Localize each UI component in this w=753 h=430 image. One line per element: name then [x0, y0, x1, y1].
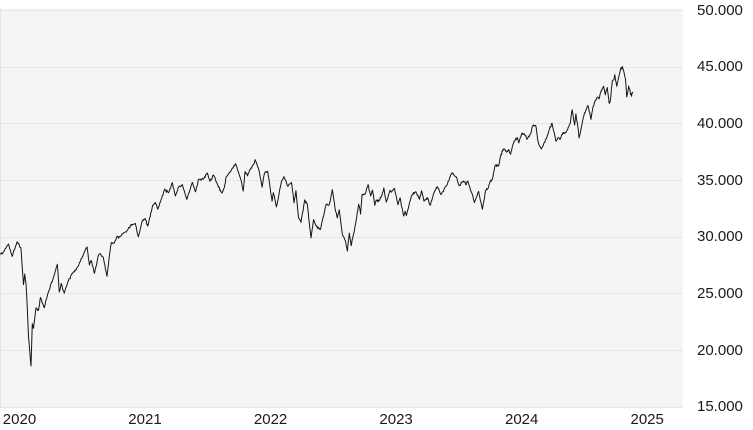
x-axis-tick-label: 2020 — [2, 411, 37, 428]
y-axis-tick-label: 50.000 — [697, 1, 743, 19]
plot-area[interactable] — [0, 8, 683, 409]
y-axis-tick-label: 20.000 — [697, 341, 743, 359]
y-axis-tick-label: 30.000 — [697, 228, 743, 246]
x-axis-tick-label: 2021 — [128, 411, 162, 428]
x-axis-tick-label: 2023 — [379, 411, 413, 428]
price-line — [0, 66, 634, 367]
x-axis-tick-label: 2024 — [505, 411, 539, 428]
y-axis-tick-label: 25.000 — [697, 284, 743, 302]
y-axis-tick-label: 40.000 — [697, 114, 743, 132]
x-axis-tick-label: 2022 — [253, 411, 288, 428]
x-axis-tick-label: 2025 — [630, 411, 664, 428]
y-axis-tick-label: 45.000 — [697, 58, 743, 76]
y-axis-tick-label: 35.000 — [697, 171, 743, 189]
y-axis-tick-label: 15.000 — [697, 398, 743, 416]
